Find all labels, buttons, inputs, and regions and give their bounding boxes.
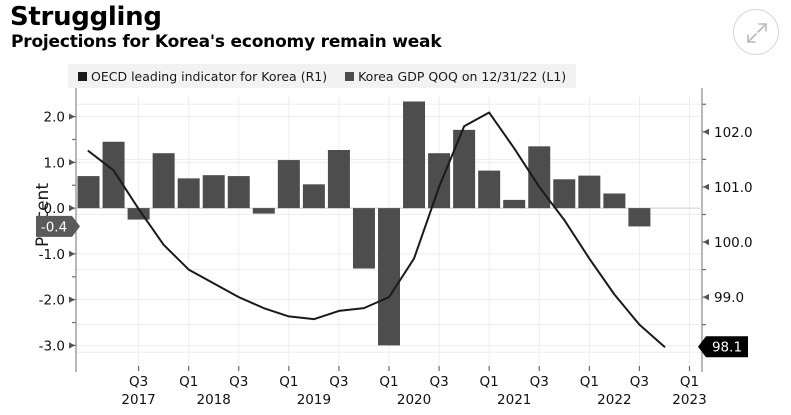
bar (352, 208, 375, 269)
bar (127, 208, 150, 220)
bar (177, 178, 200, 209)
bar (227, 176, 250, 209)
legend-swatch-oecd (78, 71, 87, 81)
bar (403, 101, 426, 209)
left-tick-label: -2.0 (39, 293, 65, 309)
left-tick-arrow (69, 113, 75, 120)
right-callout-badge (698, 336, 748, 358)
left-tick-arrow (69, 204, 75, 212)
page-subtitle: Projections for Korea's economy remain w… (11, 32, 442, 52)
legend-label-gdp: Korea GDP QOQ on 12/31/22 (L1) (358, 68, 567, 84)
x-tick-quarter: Q1 (480, 374, 499, 390)
bar (252, 208, 275, 214)
x-tick-year: 2020 (397, 392, 431, 408)
x-tick-year: 2021 (497, 392, 531, 408)
left-tick-arrow (69, 342, 75, 349)
left-tick-arrow (69, 159, 75, 166)
x-tick-year: 2019 (297, 392, 331, 408)
bar (628, 208, 651, 227)
bar (202, 175, 225, 209)
bar (152, 153, 175, 209)
left-tick-label: -3.0 (39, 338, 65, 354)
left-tick-label: 0.0 (44, 201, 65, 217)
bar (428, 153, 451, 209)
x-tick-quarter: Q3 (530, 374, 549, 390)
right-callout-text: 98.1 (712, 340, 742, 356)
left-tick-arrow (69, 250, 75, 258)
right-tick-label: 101.0 (714, 180, 753, 196)
x-tick-year: 2018 (197, 392, 231, 408)
legend-swatch-gdp (345, 71, 355, 81)
x-tick-year: 2023 (672, 392, 706, 408)
x-tick-quarter: Q1 (379, 374, 398, 390)
right-tick-label: 99.0 (714, 290, 744, 306)
x-tick-quarter: Q1 (680, 374, 699, 390)
left-tick-label: 2.0 (44, 110, 65, 126)
x-tick-quarter: Q3 (429, 374, 448, 390)
x-tick-quarter: Q3 (329, 374, 348, 390)
x-tick-quarter: Q3 (129, 374, 148, 390)
bar (603, 193, 626, 209)
x-tick-quarter: Q1 (279, 374, 298, 390)
right-tick-arrow (703, 128, 709, 136)
x-tick-year: 2017 (121, 392, 155, 408)
legend-label-oecd: OECD leading indicator for Korea (R1) (91, 68, 328, 84)
legend-item-gdp[interactable]: Korea GDP QOQ on 12/31/22 (L1) (345, 69, 566, 84)
left-tick-label: -1.0 (39, 247, 65, 263)
right-tick-label: 100.0 (714, 235, 753, 251)
x-tick-quarter: Q1 (179, 374, 198, 390)
bar (503, 199, 526, 209)
oecd-line (87, 111, 666, 348)
bar (578, 175, 601, 209)
bar (277, 160, 300, 209)
bar (478, 170, 501, 209)
bar (77, 176, 100, 209)
chart-legend: OECD leading indicator for Korea (R1) Ko… (68, 64, 577, 88)
expand-button[interactable] (733, 9, 779, 55)
bar (528, 146, 551, 209)
left-tick-arrow (69, 296, 75, 303)
legend-item-oecd[interactable]: OECD leading indicator for Korea (R1) (78, 69, 327, 84)
right-tick-arrow (703, 293, 709, 301)
left-callout-text: -0.4 (41, 219, 67, 235)
bar (453, 129, 476, 209)
right-tick-arrow (703, 238, 709, 246)
x-tick-quarter: Q3 (630, 374, 649, 390)
left-tick-label: 1.0 (44, 155, 65, 171)
x-tick-quarter: Q1 (580, 374, 599, 390)
left-callout-badge (36, 215, 80, 237)
bar (327, 150, 350, 209)
bar (378, 208, 400, 346)
bar (553, 179, 576, 209)
right-tick-label: 102.0 (714, 125, 753, 141)
bar (302, 184, 325, 209)
x-tick-quarter: Q3 (229, 374, 248, 390)
x-tick-year: 2022 (597, 392, 631, 408)
page-title: Struggling (10, 2, 162, 32)
right-tick-arrow (703, 183, 709, 191)
bar (102, 141, 125, 209)
